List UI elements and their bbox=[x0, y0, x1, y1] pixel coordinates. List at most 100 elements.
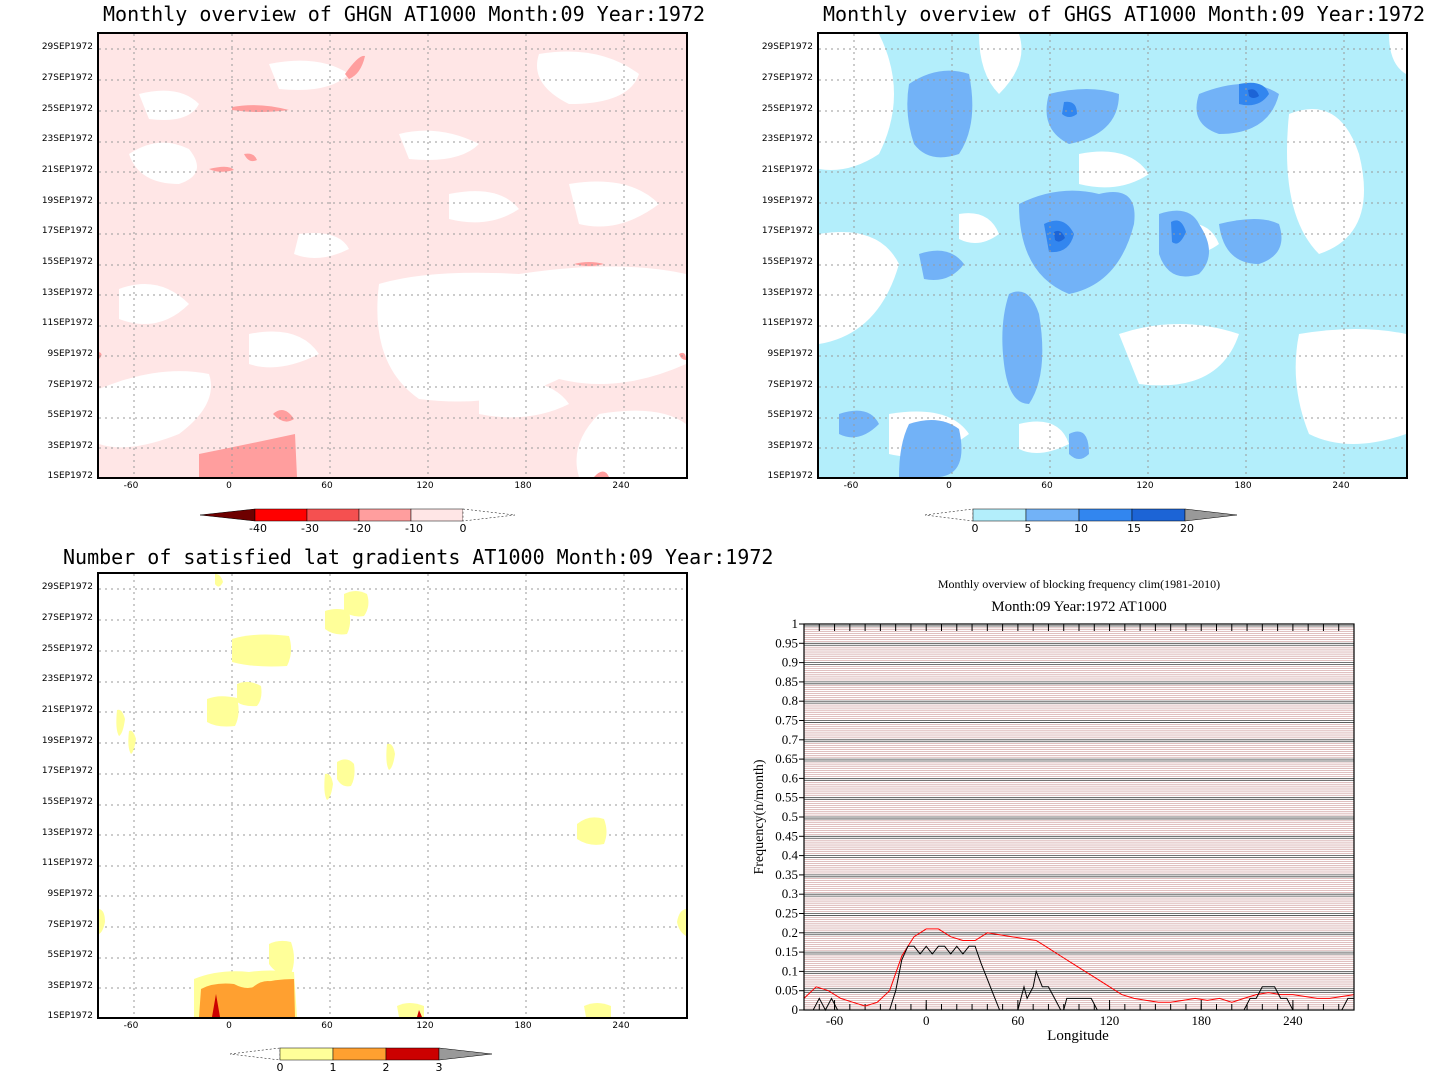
ghgn-ytick: 21SEP1972 bbox=[41, 165, 93, 175]
ghgn-xtick: 240 bbox=[612, 481, 630, 491]
ghgs-ytick: 25SEP1972 bbox=[761, 104, 813, 114]
lat-ytick: 27SEP1972 bbox=[41, 613, 93, 623]
ghgs-peak-patch-2 bbox=[1248, 89, 1259, 98]
freq-ytick-label: 0.2 bbox=[782, 925, 798, 940]
freq-ytick-label: 0 bbox=[792, 1002, 799, 1017]
lat-ytick: 5SEP1972 bbox=[47, 950, 93, 960]
ghgs-white-patch-7 bbox=[1287, 109, 1364, 254]
freq-xtick-label: 0 bbox=[923, 1013, 930, 1028]
ghgn-colorbar bbox=[200, 508, 516, 522]
freq-year-line bbox=[804, 945, 1354, 1012]
lat-field bbox=[99, 574, 686, 1017]
ghgs-ytick: 19SEP1972 bbox=[761, 196, 813, 206]
freq-xtick-label: 180 bbox=[1191, 1013, 1211, 1028]
lat-ytick: 7SEP1972 bbox=[47, 920, 93, 930]
lat-level-0-1 bbox=[99, 574, 686, 1017]
lat-xtick: 120 bbox=[416, 1021, 434, 1031]
ghgn-white-patch-14 bbox=[294, 233, 349, 258]
ghgs-white-patch-2 bbox=[819, 232, 899, 344]
ghgn-ytick: 23SEP1972 bbox=[41, 134, 93, 144]
freq-panel: Monthly overview of blocking frequency c… bbox=[720, 545, 1440, 1091]
freq-ytick-label: 0.8 bbox=[782, 693, 798, 708]
ghgn-cb-label: -20 bbox=[353, 522, 371, 535]
ghgn-ytick: 13SEP1972 bbox=[41, 288, 93, 298]
ghgn-white-patch-11 bbox=[249, 331, 319, 368]
ghgs-ytick: 29SEP1972 bbox=[761, 42, 813, 52]
ghgn-white-patch-6 bbox=[269, 60, 349, 90]
ghgs-mid-patch-5 bbox=[1002, 291, 1043, 404]
ghgn-ytick: 27SEP1972 bbox=[41, 73, 93, 83]
ghgn-ytick: 9SEP1972 bbox=[47, 349, 93, 359]
freq-ytick-label: 0.85 bbox=[775, 674, 798, 689]
lat-level-2-3 bbox=[212, 994, 422, 1017]
ghgs-cb-label: 15 bbox=[1127, 522, 1141, 535]
ghgn-xtick: 180 bbox=[514, 481, 532, 491]
lat-blob bbox=[128, 730, 136, 754]
ghgn-xtick: 60 bbox=[321, 481, 333, 491]
ghgs-white-patch-4 bbox=[979, 34, 1022, 94]
lat-ytick: 9SEP1972 bbox=[47, 889, 93, 899]
freq-clim-line bbox=[803, 928, 1355, 1007]
ghgn-ytick: 25SEP1972 bbox=[41, 104, 93, 114]
ghgs-plot-area bbox=[817, 32, 1408, 479]
freq-ytick-label: 0.65 bbox=[775, 751, 798, 766]
ghgn-panel: Monthly overview of GHGN AT1000 Month:09… bbox=[0, 0, 720, 545]
ghgn-cb-segment bbox=[358, 508, 412, 522]
ghgn-ytick: 15SEP1972 bbox=[41, 257, 93, 267]
ghgs-ytick: 1SEP1972 bbox=[767, 471, 813, 481]
ghgs-colorbar bbox=[925, 508, 1238, 522]
ghgs-white-patch-12 bbox=[1019, 421, 1069, 453]
lat-ytick: 17SEP1972 bbox=[41, 766, 93, 776]
ghgn-ytick: 7SEP1972 bbox=[47, 380, 93, 390]
freq-hatch bbox=[804, 623, 1354, 1011]
freq-ytick-label: 0.5 bbox=[782, 809, 798, 824]
lat-ytick: 21SEP1972 bbox=[41, 705, 93, 715]
lat-plot-area bbox=[97, 572, 688, 1019]
ghgn-neg-patch-3 bbox=[345, 55, 365, 79]
lat-cb-arrow-right bbox=[438, 1047, 493, 1061]
lat-ytick: 13SEP1972 bbox=[41, 828, 93, 838]
lat-blob bbox=[212, 994, 220, 1017]
ghgn-cb-arrow-right bbox=[462, 508, 516, 522]
lat-blob bbox=[386, 743, 395, 770]
lat-blob bbox=[324, 773, 333, 800]
ghgs-cb-segment bbox=[1078, 508, 1133, 522]
freq-ytick-label: 0.7 bbox=[782, 732, 799, 747]
lat-ytick: 3SEP1972 bbox=[47, 981, 93, 991]
lat-xtick: 60 bbox=[321, 1021, 333, 1031]
ghgs-cb-segment bbox=[1025, 508, 1080, 522]
ghgn-white-patch-1 bbox=[377, 266, 686, 402]
ghgn-plot-area bbox=[97, 32, 688, 479]
lat-level-1-2 bbox=[199, 979, 295, 1017]
lat-grid bbox=[99, 574, 686, 1017]
ghgs-field bbox=[819, 34, 1406, 477]
ghgs-ytick: 27SEP1972 bbox=[761, 73, 813, 83]
freq-subtitle: Month:09 Year:1972 AT1000 bbox=[991, 599, 1166, 615]
ghgn-field bbox=[99, 34, 686, 477]
ghgs-ytick: 11SEP1972 bbox=[761, 318, 813, 328]
lat-ytick: 29SEP1972 bbox=[41, 582, 93, 592]
ghgn-cb-label: 0 bbox=[459, 522, 467, 535]
lat-colorbar bbox=[230, 1047, 493, 1061]
freq-x-axis: -60 0 60 120 180 240 bbox=[826, 1000, 1303, 1028]
freq-ytick-label: 0.1 bbox=[782, 963, 798, 978]
ghgs-ytick: 23SEP1972 bbox=[761, 134, 813, 144]
ghgn-neg-patch-2 bbox=[273, 410, 294, 422]
ghgs-xtick: 240 bbox=[1332, 481, 1350, 491]
freq-ytick-label: 0.75 bbox=[775, 713, 798, 728]
ghgn-white-patch-10 bbox=[119, 284, 189, 324]
ghgs-cb-label: 0 bbox=[971, 522, 979, 535]
lat-title: Number of satisfied lat gradients AT1000… bbox=[63, 545, 774, 569]
lat-xtick: 0 bbox=[226, 1021, 232, 1031]
ghgn-white-patch-3 bbox=[479, 378, 569, 418]
lat-blob bbox=[99, 909, 105, 934]
ghgs-ytick: 15SEP1972 bbox=[761, 257, 813, 267]
lat-blob bbox=[232, 634, 292, 667]
ghgs-title: Monthly overview of GHGS AT1000 Month:09… bbox=[823, 2, 1426, 26]
freq-ytick-label: 1 bbox=[792, 616, 799, 631]
ghgn-white-patch-8 bbox=[537, 51, 639, 104]
ghgs-mid-patch-7 bbox=[1046, 89, 1119, 144]
ghgs-cb-arrow-right bbox=[1184, 508, 1238, 522]
ghgs-mid-patch-3 bbox=[1159, 210, 1209, 277]
ghgn-cb-segment bbox=[254, 508, 308, 522]
